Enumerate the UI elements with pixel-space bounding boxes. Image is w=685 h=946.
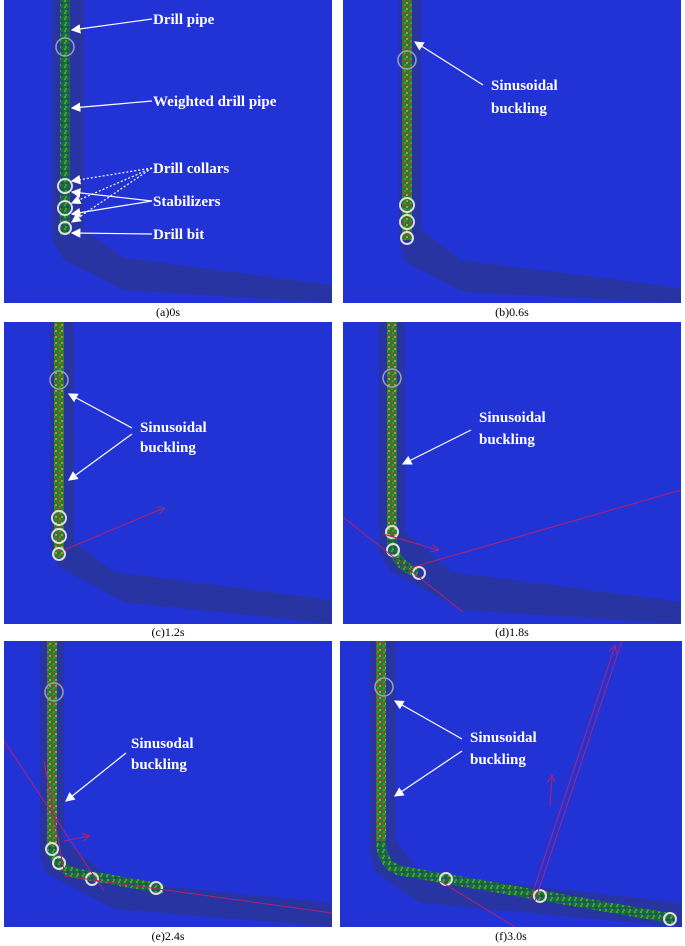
label-drill-bit: Drill bit — [153, 227, 204, 243]
caption-f: (f)3.0s — [495, 929, 527, 943]
label-buckling: buckling — [470, 752, 526, 768]
label-stabilizers: Stabilizers — [153, 194, 221, 210]
caption-d: (d)1.8s — [495, 625, 529, 639]
caption-e: (e)2.4s — [151, 929, 185, 943]
label-sinusoidal: Sinusoidal — [479, 410, 546, 426]
panel-f: Sinusoidal buckling (f)3.0s — [340, 641, 682, 943]
panel-d-image: Sinusoidal buckling — [343, 322, 681, 624]
caption-b: (b)0.6s — [495, 305, 529, 319]
label-buckling: buckling — [479, 432, 535, 448]
label-buckling: buckling — [140, 440, 196, 456]
label-sinusoidal: Sinusoidal — [470, 730, 537, 746]
panel-f-image: Sinusoidal buckling — [340, 641, 682, 927]
label-buckling: buckling — [491, 101, 547, 117]
drill-pipe — [60, 0, 70, 235]
label-drill-pipe: Drill pipe — [153, 12, 215, 28]
caption-c: (c)1.2s — [151, 625, 185, 639]
label-drill-collars: Drill collars — [153, 161, 229, 177]
panel-c: Sinusoidal buckling (c)1.2s — [4, 322, 332, 639]
label-sinusoidal: Sinusoidal — [491, 78, 558, 94]
panel-e-image: Sinusodal buckling — [4, 641, 332, 927]
panel-d: Sinusoidal buckling (d)1.8s — [343, 322, 681, 639]
label-buckling: buckling — [131, 757, 187, 773]
panel-e: Sinusodal buckling (e)2.4s — [4, 641, 332, 943]
panel-a: Drill pipe Weighted drill pipe Drill col… — [4, 0, 332, 319]
panel-a-image: Drill pipe Weighted drill pipe Drill col… — [4, 0, 332, 303]
label-sinusodal: Sinusodal — [131, 736, 194, 752]
caption-a: (a)0s — [156, 305, 180, 319]
panel-b: Sinusoidal buckling (b)0.6s — [343, 0, 681, 319]
panel-c-image: Sinusoidal buckling — [4, 322, 332, 624]
panel-b-image: Sinusoidal buckling — [343, 0, 681, 303]
label-weighted-drill-pipe: Weighted drill pipe — [153, 94, 277, 110]
label-sinusoidal: Sinusoidal — [140, 420, 207, 436]
